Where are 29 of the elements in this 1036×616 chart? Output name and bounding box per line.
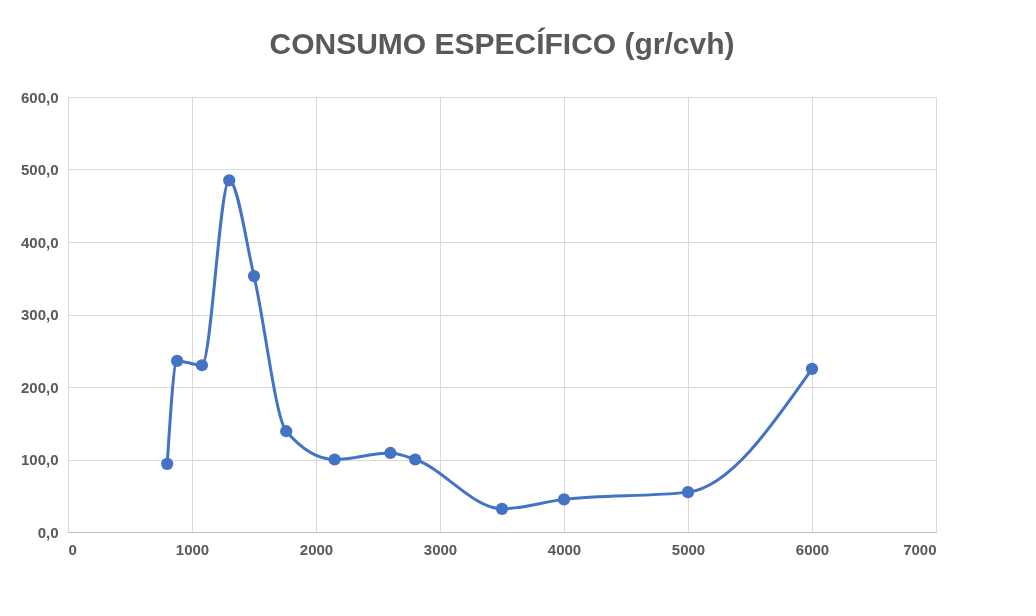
x-tick-label: 3000 — [423, 540, 458, 558]
point — [805, 362, 819, 375]
point — [247, 269, 261, 283]
x-tick-label: 6000 — [795, 540, 830, 558]
y-tick-label: 0,0 — [37, 523, 59, 541]
y-tick-label: 600,0 — [20, 88, 59, 106]
y-tick-label: 400,0 — [20, 233, 59, 251]
x-tick-label: 4000 — [547, 540, 582, 558]
point — [161, 457, 174, 470]
point — [195, 359, 209, 372]
point — [557, 493, 571, 506]
point — [495, 502, 509, 515]
point — [223, 174, 236, 187]
x-tick-label: 2000 — [299, 540, 334, 558]
y-tick-label: 500,0 — [20, 161, 59, 178]
y-tick-label: 300,0 — [20, 306, 59, 323]
point — [328, 453, 341, 466]
point — [409, 453, 422, 466]
y-tick-label: 200,0 — [20, 378, 59, 396]
x-tick-label: 7000 — [903, 540, 937, 558]
y-tick-label: 100,0 — [20, 451, 59, 468]
x-tick-label: 0 — [68, 540, 77, 558]
x-tick-label: 5000 — [671, 540, 706, 558]
point — [384, 446, 397, 460]
x-tick-label: 1000 — [175, 540, 210, 558]
point — [280, 425, 293, 438]
point — [681, 486, 695, 499]
chart-title: CONSUMO ESPECÍFICO (gr/cvh) — [269, 27, 735, 60]
point — [171, 354, 184, 368]
